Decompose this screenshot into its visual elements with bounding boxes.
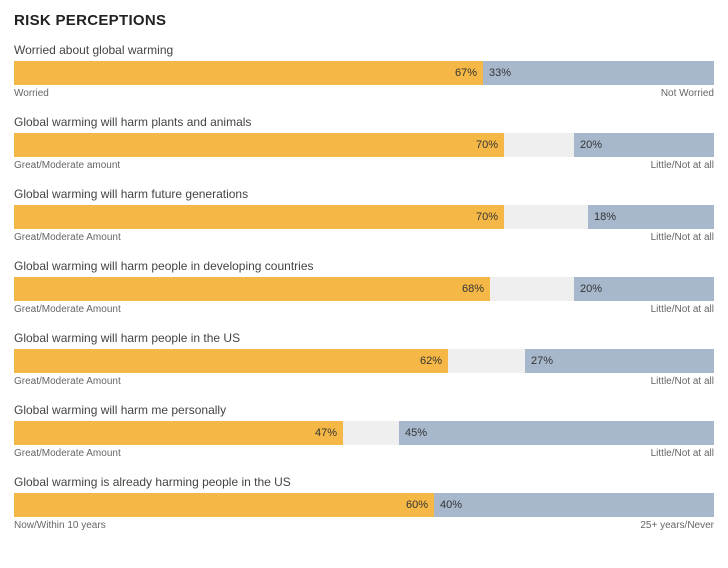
bar-right-value: 20% (580, 283, 602, 295)
bar-left-value: 47% (315, 427, 337, 439)
bar-right: 33% (483, 61, 714, 85)
end-label-right: Little/Not at all (651, 448, 714, 459)
bar-left: 68% (14, 277, 490, 301)
row-label: Global warming will harm people in the U… (14, 331, 714, 345)
row-label: Worried about global warming (14, 43, 714, 57)
bar-left-value: 68% (462, 283, 484, 295)
bar-right: 18% (588, 205, 714, 229)
bar-gap (343, 421, 399, 445)
bar-right: 20% (574, 133, 714, 157)
row-label: Global warming will harm me personally (14, 403, 714, 417)
bar-right: 45% (399, 421, 714, 445)
bar-track: 70% 20% (14, 133, 714, 157)
row-label: Global warming will harm plants and anim… (14, 115, 714, 129)
bar-left-value: 67% (455, 67, 477, 79)
bar-left: 70% (14, 205, 504, 229)
chart-row: Global warming will harm plants and anim… (14, 115, 714, 171)
bar-right-value: 33% (489, 67, 511, 79)
chart-row: Worried about global warming 67% 33% Worrie… (14, 43, 714, 99)
end-label-left: Great/Moderate Amount (14, 304, 121, 315)
bar-left: 70% (14, 133, 504, 157)
bar-left-value: 60% (406, 499, 428, 511)
bar-left-value: 62% (420, 355, 442, 367)
end-label-left: Great/Moderate amount (14, 160, 120, 171)
end-labels: Great/Moderate Amount Little/Not at all (14, 304, 714, 315)
chart-row: Global warming will harm people in devel… (14, 259, 714, 315)
chart-row: Global warming is already harming people… (14, 475, 714, 531)
bar-left: 67% (14, 61, 483, 85)
bar-left-value: 70% (476, 139, 498, 151)
bar-track: 60% 40% (14, 493, 714, 517)
chart-row: Global warming will harm me personally 47… (14, 403, 714, 459)
end-labels: Now/Within 10 years 25+ years/Never (14, 520, 714, 531)
end-labels: Great/Moderate amount Little/Not at all (14, 160, 714, 171)
bar-track: 68% 20% (14, 277, 714, 301)
bar-right-value: 45% (405, 427, 427, 439)
end-label-right: Little/Not at all (651, 376, 714, 387)
end-labels: Worried Not Worried (14, 88, 714, 99)
end-label-left: Great/Moderate Amount (14, 232, 121, 243)
end-label-left: Now/Within 10 years (14, 520, 106, 531)
bar-track: 47% 45% (14, 421, 714, 445)
bar-gap (504, 205, 588, 229)
chart-row: Global warming will harm people in the U… (14, 331, 714, 387)
end-label-left: Great/Moderate Amount (14, 376, 121, 387)
row-label: Global warming is already harming people… (14, 475, 714, 489)
bar-left-value: 70% (476, 211, 498, 223)
bar-right-value: 40% (440, 499, 462, 511)
bar-track: 67% 33% (14, 61, 714, 85)
bar-track: 62% 27% (14, 349, 714, 373)
end-label-right: Not Worried (661, 88, 714, 99)
end-label-right: Little/Not at all (651, 304, 714, 315)
bar-left: 47% (14, 421, 343, 445)
row-label: Global warming will harm people in devel… (14, 259, 714, 273)
bar-right-value: 20% (580, 139, 602, 151)
bar-left: 60% (14, 493, 434, 517)
bar-right: 40% (434, 493, 714, 517)
bar-gap (504, 133, 574, 157)
row-label: Global warming will harm future generati… (14, 187, 714, 201)
end-label-left: Great/Moderate Amount (14, 448, 121, 459)
end-labels: Great/Moderate Amount Little/Not at all (14, 448, 714, 459)
bar-right: 27% (525, 349, 714, 373)
bar-right-value: 27% (531, 355, 553, 367)
bar-right-value: 18% (594, 211, 616, 223)
bar-right: 20% (574, 277, 714, 301)
bar-left: 62% (14, 349, 448, 373)
bar-track: 70% 18% (14, 205, 714, 229)
bar-gap (490, 277, 574, 301)
end-label-left: Worried (14, 88, 49, 99)
end-label-right: Little/Not at all (651, 232, 714, 243)
end-label-right: Little/Not at all (651, 160, 714, 171)
end-labels: Great/Moderate Amount Little/Not at all (14, 232, 714, 243)
end-label-right: 25+ years/Never (640, 520, 714, 531)
chart-title: RISK PERCEPTIONS (14, 12, 714, 29)
rows-container: Worried about global warming 67% 33% Worrie… (14, 43, 714, 531)
chart-row: Global warming will harm future generati… (14, 187, 714, 243)
bar-gap (448, 349, 525, 373)
end-labels: Great/Moderate Amount Little/Not at all (14, 376, 714, 387)
